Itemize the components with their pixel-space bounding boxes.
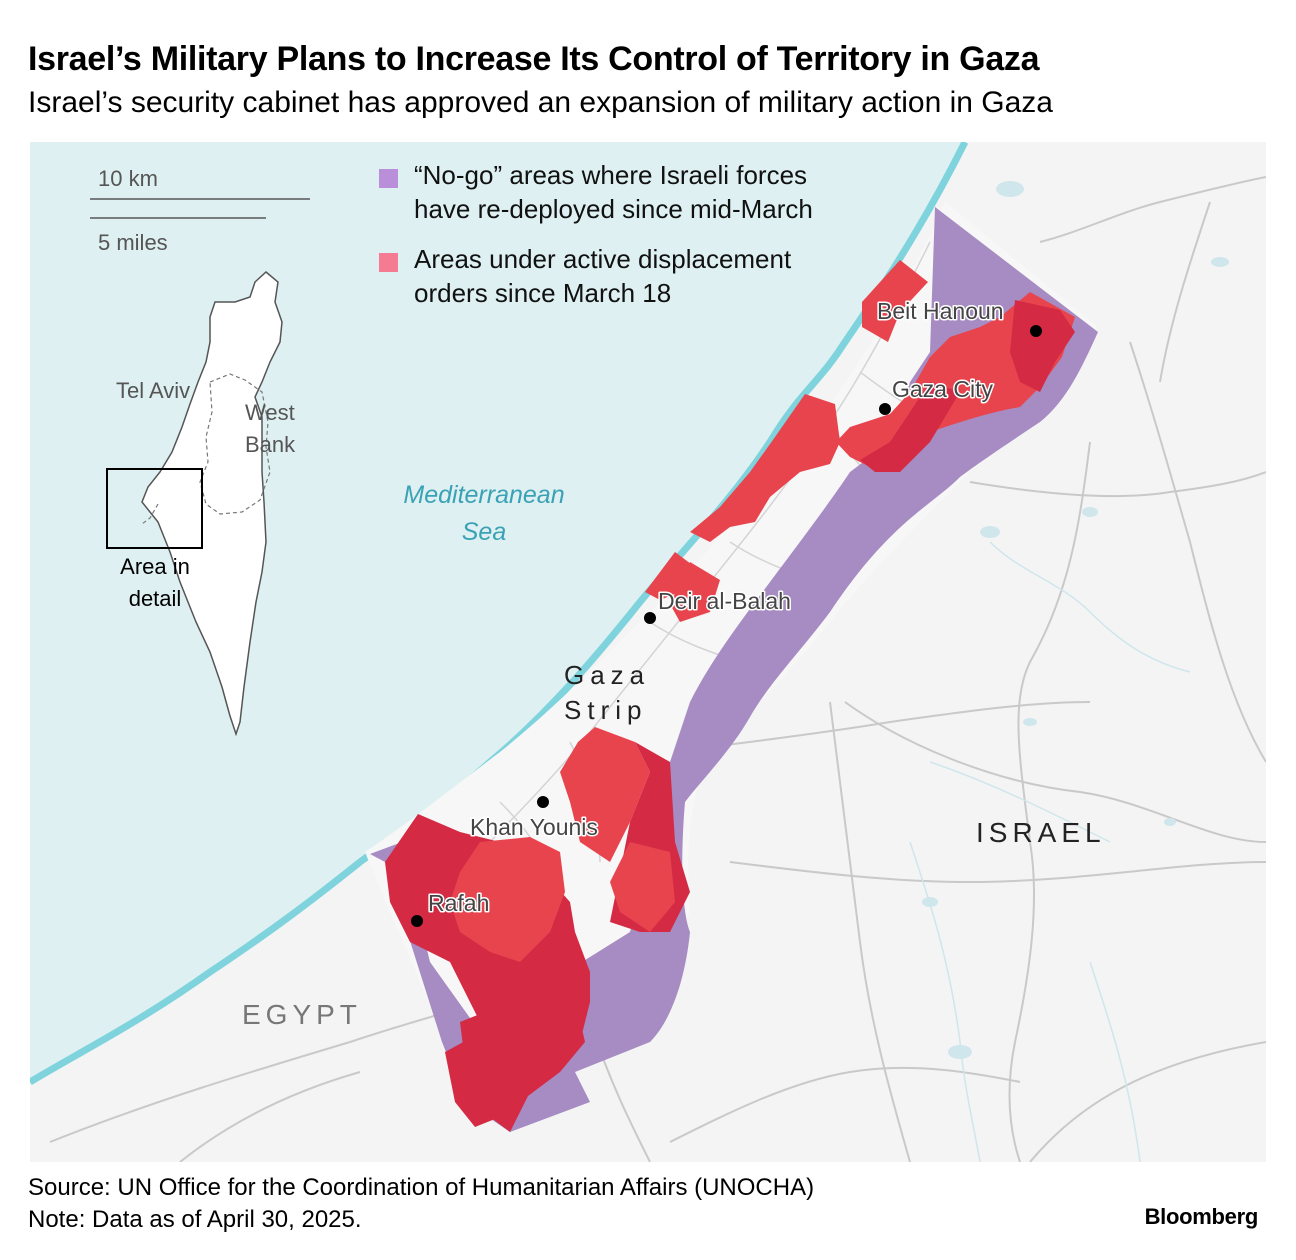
note-text: Note: Data as of April 30, 2025. xyxy=(28,1206,362,1233)
legend-nogo-line1: “No-go” areas where Israeli forces xyxy=(414,160,807,190)
gaza-city-dot xyxy=(879,403,891,415)
israel-outline xyxy=(141,271,283,737)
egypt-label: EGYPT xyxy=(242,999,362,1030)
source-note: Source: UN Office for the Coordination o… xyxy=(28,1172,814,1236)
gaza-city-label: Gaza City xyxy=(892,376,993,402)
gaza-inset-outline xyxy=(141,503,159,525)
area-in-detail-label-line2: detail xyxy=(129,586,182,611)
deir-al-balah-label: Deir al-Balah xyxy=(658,588,791,614)
chart-title: Israel’s Military Plans to Increase Its … xyxy=(28,40,1040,78)
legend-displacement-line2: orders since March 18 xyxy=(414,278,671,308)
israel-label: ISRAEL xyxy=(976,817,1106,848)
gaza-strip-label-line2: Strip xyxy=(564,695,647,725)
scale-miles-label: 5 miles xyxy=(98,230,168,255)
map-svg: 10 km 5 miles Tel Aviv West Bank Area in… xyxy=(30,142,1266,1162)
scale-bar: 10 km 5 miles xyxy=(90,166,310,255)
khan-younis-dot xyxy=(537,796,549,808)
inset-map: Tel Aviv West Bank Area in detail xyxy=(106,271,296,737)
legend: “No-go” areas where Israeli forces have … xyxy=(379,160,813,308)
rafah-dot xyxy=(411,915,423,927)
sea-label-line1: Mediterranean xyxy=(403,481,564,509)
legend-nogo-line2: have re-deployed since mid-March xyxy=(414,194,813,224)
scale-km-label: 10 km xyxy=(98,166,158,191)
legend-displacement-swatch xyxy=(379,253,398,272)
gaza-strip-label-line1: Gaza xyxy=(564,660,650,690)
beit-hanoun-label: Beit Hanoun xyxy=(877,298,1004,324)
area-in-detail-label-line1: Area in xyxy=(120,554,190,579)
map-panel: 10 km 5 miles Tel Aviv West Bank Area in… xyxy=(30,142,1266,1162)
area-in-detail-box xyxy=(106,468,203,549)
west-bank-outline xyxy=(199,373,271,515)
sea-label-line2: Sea xyxy=(462,518,507,546)
chart-subtitle: Israel’s security cabinet has approved a… xyxy=(28,86,1053,119)
bloomberg-logo: Bloomberg xyxy=(1144,1204,1259,1229)
west-bank-label-line1: West xyxy=(245,400,295,425)
roads xyxy=(49,176,1266,1162)
legend-nogo-swatch xyxy=(379,169,398,188)
water-bodies xyxy=(922,181,1229,1059)
west-bank-label-line2: Bank xyxy=(245,432,296,457)
deir-al-balah-dot xyxy=(644,612,656,624)
legend-displacement-line1: Areas under active displacement xyxy=(414,244,792,274)
tel-aviv-label: Tel Aviv xyxy=(116,378,190,403)
streams xyxy=(909,541,1191,1162)
coastline xyxy=(30,142,969,1086)
rafah-label: Rafah xyxy=(428,890,489,916)
khan-younis-label: Khan Younis xyxy=(470,814,598,840)
source-text: Source: UN Office for the Coordination o… xyxy=(28,1174,815,1201)
displacement-areas xyxy=(385,260,1075,1132)
city-markers: Beit Hanoun Gaza City Deir al-Balah Khan… xyxy=(411,297,1042,927)
beit-hanoun-dot xyxy=(1030,325,1042,337)
